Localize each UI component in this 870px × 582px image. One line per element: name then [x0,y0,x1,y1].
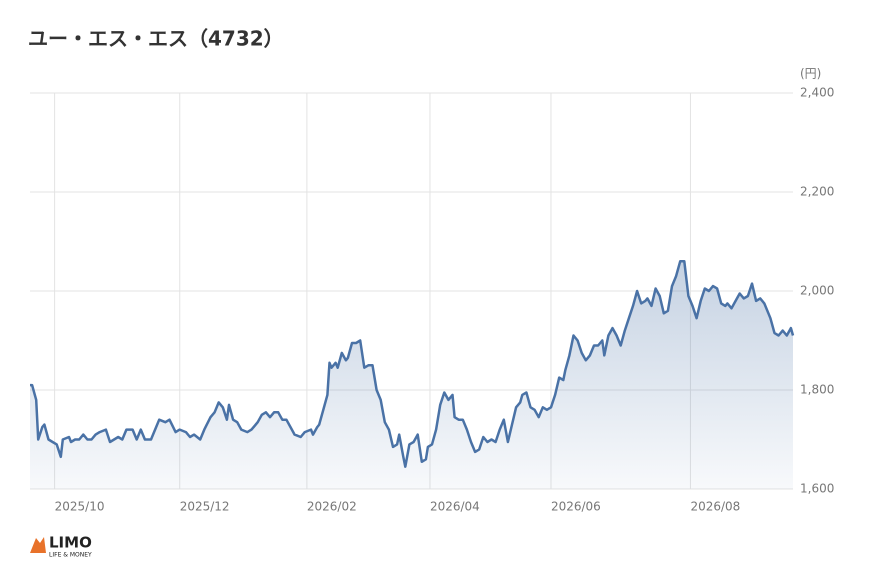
x-tick-label: 2026/08 [690,500,740,514]
y-tick-label: 2,200 [800,185,834,199]
x-tick-label: 2026/02 [307,500,357,514]
y-tick-label: 2,000 [800,284,834,298]
y-tick-label: 1,800 [800,383,834,397]
x-tick-label: 2025/10 [55,500,105,514]
area [30,261,793,489]
unit-label: (円) [800,67,821,81]
logo-name: LIMO [49,534,92,552]
line [30,260,795,468]
logo: LIMO LIFE & MONEY [30,534,92,559]
x-tick-label: 2025/12 [180,500,230,514]
x-tick-label: 2026/06 [551,500,601,514]
chart-title: ユー・エス・エス（4732） [28,27,284,51]
x-tick-label: 2026/04 [430,500,480,514]
logo-icon [30,537,46,553]
y-tick-label: 2,400 [800,86,834,100]
logo-tagline: LIFE & MONEY [49,552,92,559]
y-tick-label: 1,600 [800,482,834,496]
